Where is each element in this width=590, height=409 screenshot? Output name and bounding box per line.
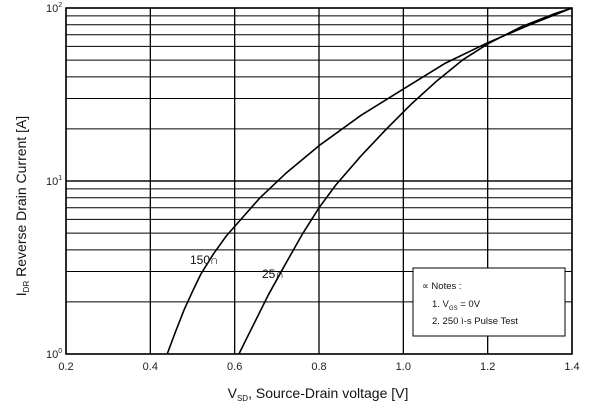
x-tick-label-3: 0.8 xyxy=(311,361,326,373)
note-1-sub: GS xyxy=(449,306,458,312)
notes-box xyxy=(412,267,566,337)
y-tick-base-0: 10 xyxy=(46,349,58,361)
y-axis-label: IDR Reverse Drain Current [A] xyxy=(13,116,31,296)
y-tick-base-2: 10 xyxy=(46,3,58,15)
note-1-suffix: = 0V xyxy=(458,299,481,310)
notes-title: ∝ Notes : xyxy=(422,281,462,292)
x-tick-label-2: 0.6 xyxy=(227,361,242,373)
y-tick-label-0: 100 xyxy=(46,348,62,361)
y-tick-exp-1: 1 xyxy=(58,175,62,182)
plot-frame xyxy=(65,7,573,355)
note-1: 1. VGS = 0V xyxy=(432,299,481,312)
y-tick-exp-2: 2 xyxy=(58,2,62,9)
y-tick-label-2: 102 xyxy=(46,2,62,15)
y-axis-label-rest: Reverse Drain Current [A] xyxy=(13,116,29,281)
series-line-0 xyxy=(166,7,573,355)
x-axis-label-main: V xyxy=(228,385,238,401)
x-tick-label-6: 1.4 xyxy=(564,361,579,373)
y-tick-exp-0: 0 xyxy=(58,348,62,355)
series-label-150: 150∩ xyxy=(190,253,219,267)
note-2: 2. 250 ì-s Pulse Test xyxy=(432,316,518,327)
y-axis-label-main: I xyxy=(13,292,29,296)
series-line-1 xyxy=(238,7,573,355)
x-axis-label-sub: SD xyxy=(237,394,248,403)
x-tick-label-0: 0.2 xyxy=(58,361,73,373)
x-axis-label-rest: , Source-Drain voltage [V] xyxy=(248,385,408,401)
x-tick-label-5: 1.2 xyxy=(480,361,495,373)
y-axis-label-sub: DR xyxy=(22,281,31,293)
series-label-25: 25∩ xyxy=(262,267,284,281)
note-1-prefix: 1. V xyxy=(432,299,450,310)
y-tick-base-1: 10 xyxy=(46,176,58,188)
x-axis-label: VSD, Source-Drain voltage [V] xyxy=(228,385,409,403)
x-tick-label-4: 1.0 xyxy=(396,361,411,373)
y-tick-label-1: 101 xyxy=(46,175,62,188)
curves xyxy=(166,7,573,355)
x-tick-label-1: 0.4 xyxy=(143,361,158,373)
